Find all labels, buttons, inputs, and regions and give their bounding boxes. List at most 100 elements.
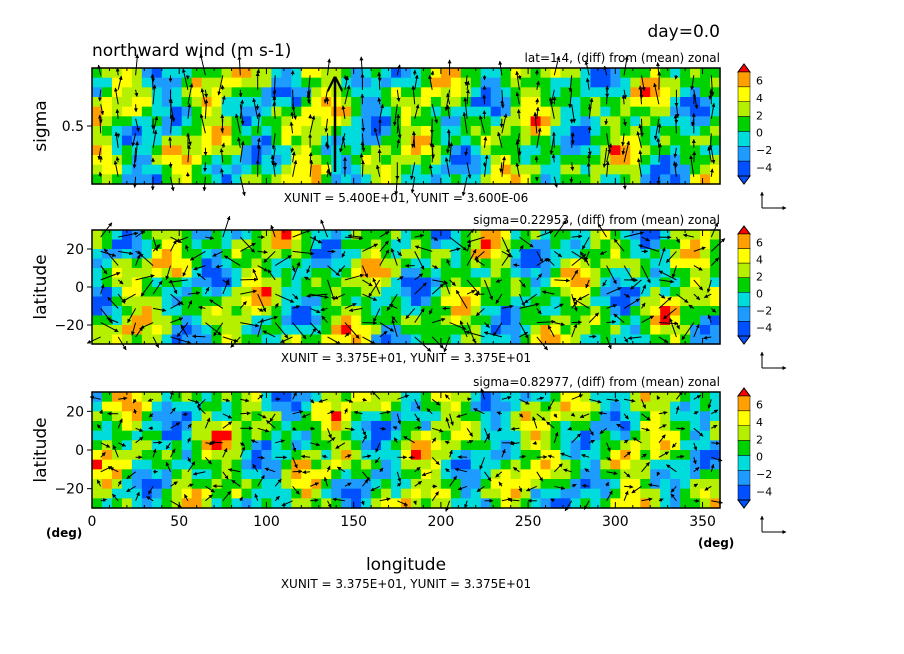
- field-cell: [440, 392, 452, 403]
- wind-vector: [586, 162, 591, 177]
- field-cell: [261, 145, 273, 156]
- colorbar-label: −4: [756, 161, 772, 174]
- field-cell: [361, 479, 372, 490]
- wind-vector: [389, 304, 398, 309]
- field-cell: [311, 87, 322, 98]
- wind-vector: [309, 398, 315, 404]
- field-cell: [201, 296, 213, 307]
- field-cell: [590, 126, 601, 137]
- field-cell: [410, 155, 422, 166]
- field-cell: [92, 145, 103, 156]
- field-cell: [660, 411, 671, 422]
- field-cell: [341, 479, 352, 490]
- wind-vector: [274, 495, 280, 502]
- field-cell: [291, 315, 302, 326]
- field-cell: [301, 287, 312, 298]
- field-cell: [101, 469, 113, 480]
- field-cell: [620, 87, 631, 98]
- field-cell: [121, 430, 133, 441]
- wind-vector: [152, 243, 161, 252]
- field-cell: [281, 135, 292, 146]
- wind-vector: [501, 395, 512, 400]
- wind-vector: [492, 322, 503, 337]
- field-cell: [281, 106, 292, 117]
- field-cell: [301, 421, 312, 432]
- wind-vector: [192, 334, 206, 339]
- field-cell: [490, 239, 502, 250]
- field-cell: [241, 268, 253, 279]
- field-cell: [540, 126, 552, 137]
- field-cell: [450, 135, 462, 146]
- field-cell: [191, 68, 203, 79]
- field-cell: [241, 77, 253, 88]
- field-cell: [141, 230, 153, 241]
- field-cell: [490, 97, 502, 108]
- y-tick-label: 20: [66, 242, 84, 258]
- field-cell: [221, 77, 233, 88]
- field-cell: [410, 164, 422, 175]
- field-cell: [530, 287, 542, 298]
- field-cell: [121, 97, 133, 108]
- wind-vectors-2: [86, 215, 726, 353]
- wind-vector: [300, 454, 311, 459]
- wind-vector: [321, 315, 328, 323]
- field-cell: [680, 268, 691, 279]
- field-cell: [520, 479, 532, 490]
- field-cell: [620, 325, 631, 336]
- wind-vector: [428, 74, 433, 90]
- wind-vector: [344, 427, 355, 432]
- field-cell: [201, 479, 213, 490]
- field-cell: [371, 459, 382, 470]
- field-cell: [700, 315, 711, 326]
- field-cell: [630, 287, 641, 298]
- wind-vector: [623, 471, 631, 478]
- field-cell: [500, 277, 512, 288]
- wind-vector: [169, 113, 174, 134]
- wind-vector: [524, 293, 538, 304]
- field-cell: [341, 430, 352, 441]
- wind-vector: [707, 399, 712, 409]
- field-cell: [690, 479, 701, 490]
- wind-vector: [665, 251, 677, 263]
- wind-vector: [518, 293, 525, 307]
- field-cell: [630, 135, 641, 146]
- wind-vector: [135, 427, 144, 432]
- field-cell: [610, 135, 621, 146]
- field-cell: [301, 268, 312, 279]
- field-cell: [690, 106, 701, 117]
- field-cell: [590, 135, 601, 146]
- field-cell: [131, 498, 143, 509]
- field-cell: [141, 450, 153, 461]
- field-cell: [391, 479, 402, 490]
- field-cell: [710, 325, 721, 336]
- wind-vector: [428, 164, 433, 177]
- field-cell: [660, 268, 671, 279]
- field-cell: [151, 155, 163, 166]
- wind-vector: [500, 99, 505, 105]
- field-cell: [560, 164, 572, 175]
- field-cell: [311, 77, 322, 88]
- field-cell: [231, 230, 243, 241]
- field-cell: [341, 392, 352, 403]
- field-cell: [590, 287, 601, 298]
- wind-vector: [222, 398, 231, 403]
- field-cell: [530, 87, 542, 98]
- wind-vector: [449, 247, 461, 252]
- wind-vector: [569, 176, 574, 184]
- wind-vector: [662, 308, 677, 320]
- field-cell: [101, 230, 113, 241]
- field-cell: [111, 306, 123, 317]
- field-cell: [670, 459, 681, 470]
- wind-vector: [547, 454, 555, 459]
- wind-vector: [464, 147, 469, 156]
- wind-vector: [397, 500, 408, 506]
- field-cell: [301, 126, 312, 137]
- field-cell: [371, 315, 382, 326]
- field-cell: [331, 334, 342, 345]
- field-cell: [470, 440, 482, 451]
- wind-vector: [118, 250, 134, 256]
- wind-vector: [550, 498, 555, 503]
- field-cell: [680, 325, 691, 336]
- wind-vector: [362, 471, 371, 482]
